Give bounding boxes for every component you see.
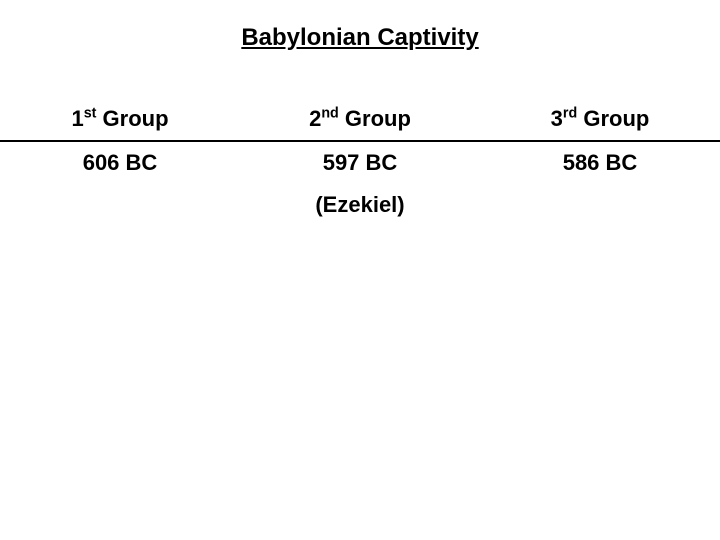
- ordinal-suffix: st: [84, 106, 97, 122]
- column-header: 3rd Group: [480, 98, 720, 140]
- date-cell: 606 BC: [0, 142, 240, 184]
- group-label: Group: [103, 106, 169, 131]
- note-cell: (Ezekiel): [240, 184, 480, 226]
- note-cell: [0, 184, 240, 226]
- slide: Babylonian Captivity 1st Group 2nd Group…: [0, 0, 720, 540]
- date-cell: 586 BC: [480, 142, 720, 184]
- group-label: Group: [583, 106, 649, 131]
- table-note-row: (Ezekiel): [0, 184, 720, 226]
- table-header-row: 1st Group 2nd Group 3rd Group: [0, 98, 720, 142]
- date-cell: 597 BC: [240, 142, 480, 184]
- group-label: Group: [345, 106, 411, 131]
- ordinal-number: 2: [309, 106, 321, 131]
- note-cell: [480, 184, 720, 226]
- column-header: 1st Group: [0, 98, 240, 140]
- ordinal-suffix: nd: [321, 106, 338, 122]
- column-header: 2nd Group: [240, 98, 480, 140]
- ordinal-number: 3: [551, 106, 563, 131]
- ordinal-suffix: rd: [563, 106, 577, 122]
- ordinal-number: 1: [71, 106, 83, 131]
- slide-title: Babylonian Captivity: [0, 0, 720, 52]
- groups-table: 1st Group 2nd Group 3rd Group 606 BC 597…: [0, 98, 720, 226]
- table-date-row: 606 BC 597 BC 586 BC: [0, 142, 720, 184]
